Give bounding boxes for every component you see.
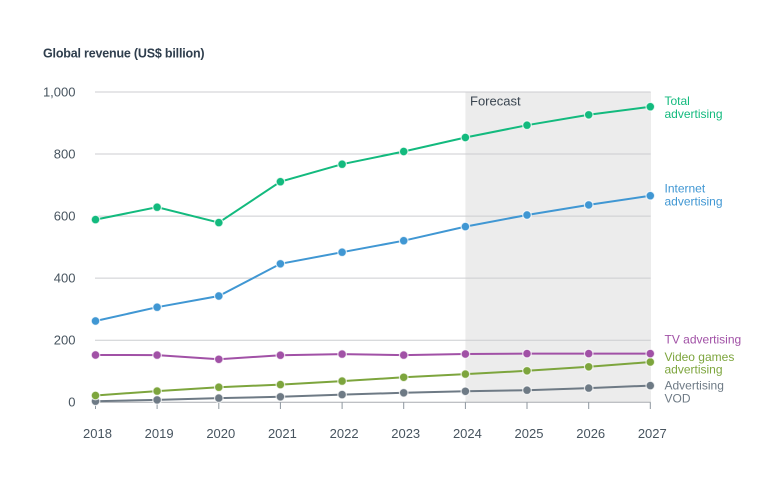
svg-text:2022: 2022 [330, 426, 359, 441]
svg-text:0: 0 [68, 395, 75, 410]
svg-text:2020: 2020 [206, 426, 235, 441]
svg-text:advertising: advertising [665, 194, 723, 208]
svg-text:2024: 2024 [453, 426, 482, 441]
svg-text:200: 200 [54, 333, 76, 348]
svg-text:2021: 2021 [268, 426, 297, 441]
svg-text:advertising: advertising [665, 107, 723, 121]
svg-text:600: 600 [54, 209, 76, 224]
svg-text:Advertising: Advertising [665, 379, 724, 393]
svg-text:2026: 2026 [576, 426, 605, 441]
svg-text:400: 400 [54, 271, 76, 286]
svg-text:2019: 2019 [145, 426, 174, 441]
svg-text:TV advertising: TV advertising [665, 333, 742, 347]
svg-text:VOD: VOD [665, 392, 691, 406]
svg-text:advertising: advertising [665, 363, 723, 377]
svg-text:Forecast: Forecast [470, 94, 521, 109]
svg-text:2027: 2027 [638, 426, 667, 441]
svg-text:1,000: 1,000 [43, 85, 76, 100]
svg-text:2025: 2025 [515, 426, 544, 441]
svg-text:Internet: Internet [665, 181, 706, 195]
svg-text:2018: 2018 [83, 426, 112, 441]
svg-text:Video games: Video games [665, 350, 735, 364]
svg-text:Global revenue (US$ billion): Global revenue (US$ billion) [43, 47, 204, 61]
svg-text:Total: Total [665, 94, 690, 108]
svg-text:2023: 2023 [391, 426, 420, 441]
svg-text:800: 800 [54, 147, 76, 162]
